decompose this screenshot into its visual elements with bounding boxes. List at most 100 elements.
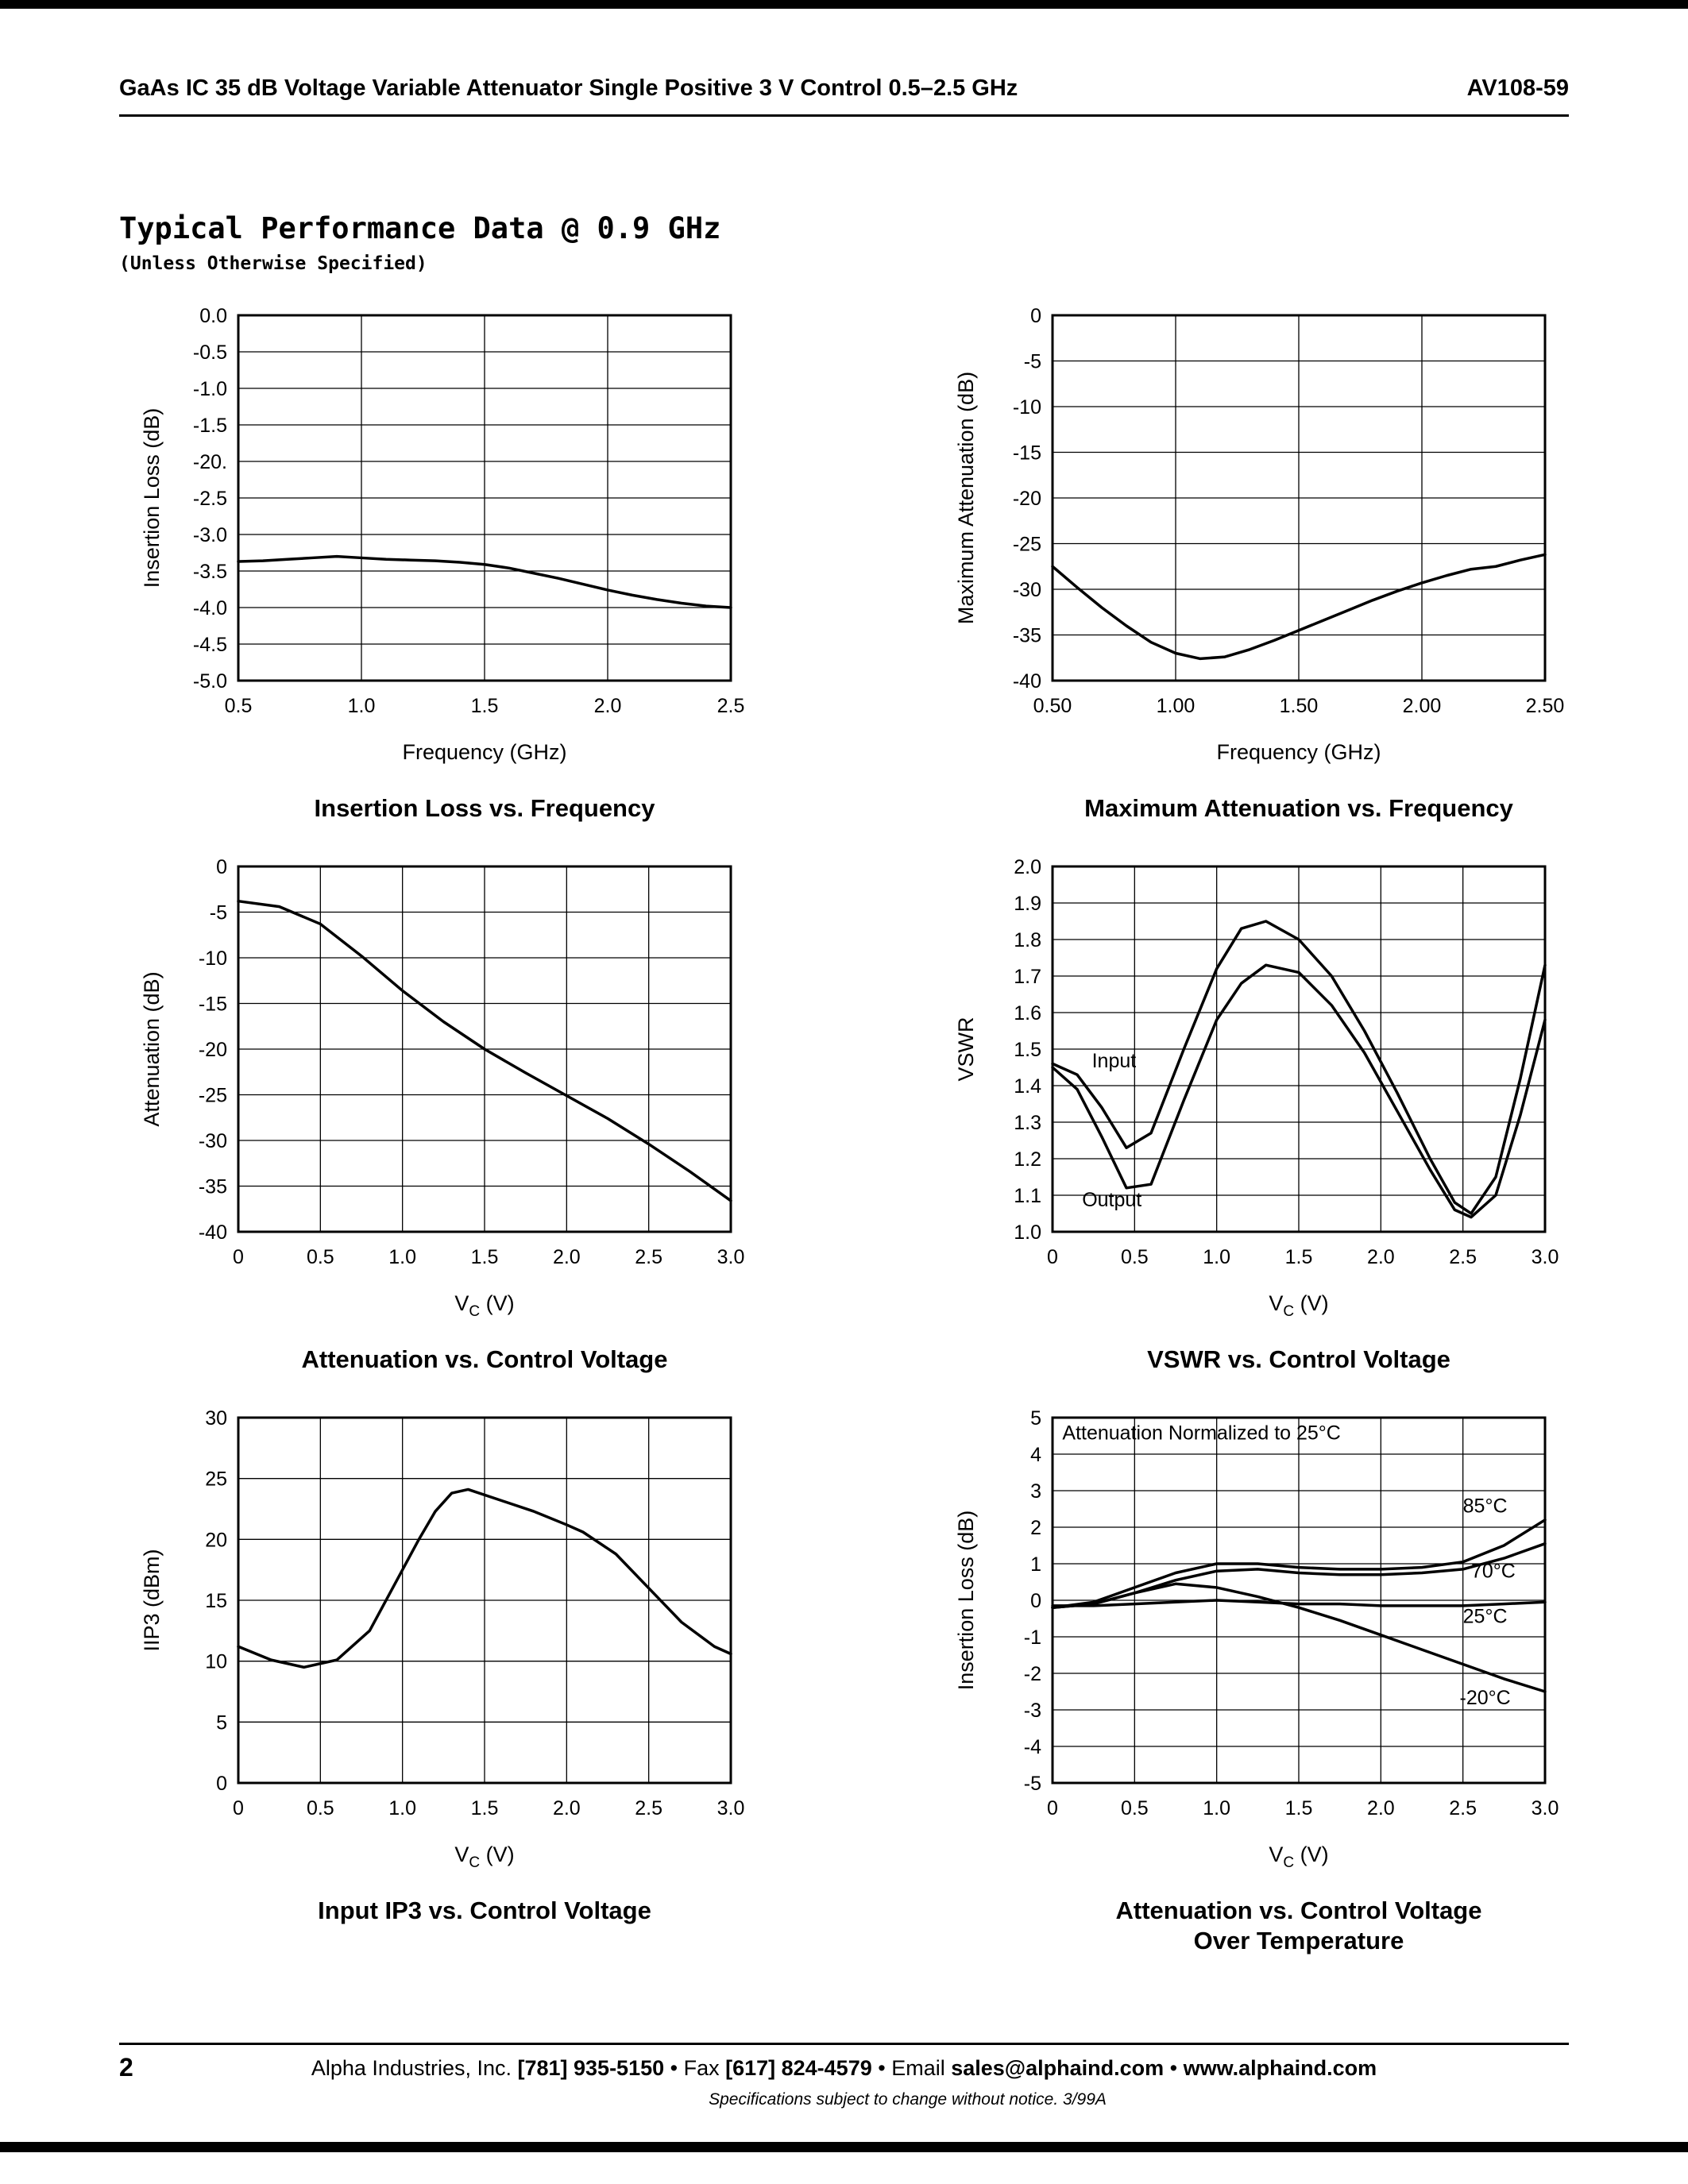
svg-text:VC (V): VC (V): [1269, 1291, 1328, 1320]
attenuation-vs-control-voltage-over-temperature-svg: 0 0.5 1.0 1.5 2.0 2.5 3.0 5 4 3 2 1 0 -1 -2 -3 -4 -5 VC (V…: [954, 1407, 1559, 1871]
svg-text:0: 0: [233, 1246, 244, 1268]
svg-text:Insertion Loss (dB): Insertion Loss (dB): [140, 408, 164, 588]
svg-text:-3.0: -3.0: [193, 524, 227, 546]
svg-text:85°C: 85°C: [1463, 1495, 1508, 1517]
svg-text:1.5: 1.5: [1285, 1246, 1313, 1268]
svg-text:2: 2: [1030, 1517, 1041, 1539]
svg-text:1.5: 1.5: [471, 1246, 499, 1268]
svg-text:-35: -35: [199, 1175, 227, 1198]
svg-text:4: 4: [1030, 1444, 1041, 1466]
svg-text:1.00: 1.00: [1157, 695, 1196, 717]
svg-text:0.5: 0.5: [225, 695, 253, 717]
svg-text:1.5: 1.5: [471, 695, 499, 717]
caption-line-1: Attenuation vs. Control Voltage: [1115, 1896, 1482, 1924]
svg-text:1.0: 1.0: [1014, 1221, 1041, 1244]
svg-text:-3: -3: [1024, 1700, 1041, 1722]
svg-text:1.2: 1.2: [1014, 1148, 1041, 1171]
maximum-attenuation-caption: Maximum Attenuation vs. Frequency: [1084, 794, 1513, 822]
svg-text:-25: -25: [1013, 534, 1041, 556]
svg-text:0.50: 0.50: [1033, 695, 1072, 717]
svg-text:-40: -40: [1013, 670, 1041, 693]
bottom-edge-bar: [0, 2142, 1688, 2152]
svg-text:1.50: 1.50: [1280, 695, 1319, 717]
svg-text:Frequency (GHz): Frequency (GHz): [1216, 740, 1381, 764]
svg-text:-4.5: -4.5: [193, 634, 227, 656]
insertion-loss-caption: Insertion Loss vs. Frequency: [314, 794, 655, 822]
svg-text:0: 0: [1047, 1246, 1058, 1268]
svg-text:Insertion Loss (dB): Insertion Loss (dB): [954, 1510, 978, 1690]
svg-text:0.5: 0.5: [1121, 1246, 1149, 1268]
svg-text:1.6: 1.6: [1014, 1002, 1041, 1024]
svg-text:-20: -20: [1013, 488, 1041, 510]
svg-text:-1.5: -1.5: [193, 415, 227, 437]
svg-text:-10: -10: [199, 947, 227, 970]
svg-text:-5: -5: [210, 901, 227, 924]
svg-text:1: 1: [1030, 1553, 1041, 1576]
svg-text:-4: -4: [1024, 1736, 1041, 1758]
svg-text:-10: -10: [1013, 396, 1041, 419]
svg-text:3.0: 3.0: [1532, 1797, 1559, 1819]
svg-text:VC (V): VC (V): [454, 1291, 514, 1320]
svg-text:2.00: 2.00: [1403, 695, 1442, 717]
svg-text:-0.5: -0.5: [193, 341, 227, 364]
chart-attenuation-over-temperature: 0 0.5 1.0 1.5 2.0 2.5 3.0 5 4 3 2 1 0 -1 -2 -3 -4 -5 VC (V…: [933, 1398, 1569, 1958]
svg-text:15: 15: [205, 1590, 227, 1612]
svg-text:1.5: 1.5: [1014, 1039, 1041, 1061]
svg-text:1.0: 1.0: [388, 1246, 416, 1268]
svg-text:-2.5: -2.5: [193, 488, 227, 510]
svg-text:-5: -5: [1024, 351, 1041, 373]
svg-text:-15: -15: [199, 993, 227, 1015]
svg-text:1.7: 1.7: [1014, 966, 1041, 988]
svg-text:1.9: 1.9: [1014, 893, 1041, 915]
svg-text:1.5: 1.5: [471, 1797, 499, 1819]
svg-text:30: 30: [205, 1407, 227, 1430]
maximum-attenuation-plot-area: 0.50 1.00 1.50 2.00 2.50 0 -5 -10 -15 -20 -25 -30 -3…: [933, 295, 1569, 792]
input-ip3-vs-control-voltage-svg: 0 0.5 1.0 1.5 2.0 2.5 3.0 30 25 20 15 10 5 0 VC (V) IIP…: [140, 1407, 744, 1871]
svg-text:1.0: 1.0: [348, 695, 376, 717]
svg-text:-1: -1: [1024, 1626, 1041, 1649]
svg-text:1.0: 1.0: [1203, 1246, 1230, 1268]
attenuation-vs-control-voltage-svg: 0 0.5 1.0 1.5 2.0 2.5 3.0 0 -5 -10 -15 -20 -25 -30 -35…: [140, 856, 744, 1320]
page-number: 2: [119, 2053, 133, 2082]
header-doc-number: AV108-59: [1466, 75, 1569, 101]
svg-text:-30: -30: [1013, 579, 1041, 601]
svg-text:2.5: 2.5: [635, 1246, 662, 1268]
vswr-plot-area: 0 0.5 1.0 1.5 2.0 2.5 3.0 2.0 1.9 1.8 1.7 1.6 1.5 1.4…: [933, 847, 1569, 1343]
svg-text:25°C: 25°C: [1463, 1605, 1508, 1627]
svg-text:VC (V): VC (V): [454, 1843, 514, 1871]
footer-contact-row: 2 Alpha Industries, Inc. [781] 935-5150 …: [119, 2053, 1569, 2082]
svg-text:-3.5: -3.5: [193, 561, 227, 583]
charts-grid: 0.5 1.0 1.5 2.0 2.5 0.0 -0.5 -1.0 -1.5 -20. -2.5 -3…: [119, 295, 1569, 1957]
page-header: GaAs IC 35 dB Voltage Variable Attenuato…: [119, 75, 1569, 117]
footer-notice: Specifications subject to change without…: [709, 2090, 1107, 2109]
svg-text:2.5: 2.5: [635, 1797, 662, 1819]
svg-text:2.0: 2.0: [1367, 1797, 1395, 1819]
chart-input-ip3-vs-control-voltage: 0 0.5 1.0 1.5 2.0 2.5 3.0 30 25 20 15 10 5 0 VC (V) IIP…: [119, 1398, 755, 1958]
svg-text:2.5: 2.5: [1449, 1246, 1477, 1268]
svg-text:2.0: 2.0: [553, 1246, 581, 1268]
svg-text:1.3: 1.3: [1014, 1112, 1041, 1134]
svg-text:-15: -15: [1013, 442, 1041, 465]
svg-text:Input: Input: [1092, 1050, 1137, 1072]
svg-text:1.0: 1.0: [388, 1797, 416, 1819]
svg-text:-1.0: -1.0: [193, 378, 227, 400]
insertion-loss-plot-area: 0.5 1.0 1.5 2.0 2.5 0.0 -0.5 -1.0 -1.5 -20. -2.5 -3…: [119, 295, 755, 792]
svg-text:VC (V): VC (V): [1269, 1843, 1328, 1871]
svg-text:0: 0: [233, 1797, 244, 1819]
svg-text:5: 5: [1030, 1407, 1041, 1430]
svg-text:70°C: 70°C: [1471, 1560, 1516, 1582]
attenuation-over-temperature-caption: Attenuation vs. Control Voltage Over Tem…: [933, 1896, 1569, 1958]
svg-text:-25: -25: [199, 1084, 227, 1106]
header-title: GaAs IC 35 dB Voltage Variable Attenuato…: [119, 75, 1018, 101]
svg-text:3: 3: [1030, 1480, 1041, 1503]
svg-text:0.5: 0.5: [307, 1797, 334, 1819]
svg-text:Frequency (GHz): Frequency (GHz): [402, 740, 566, 764]
top-edge-bar: [0, 0, 1688, 9]
svg-text:-5.0: -5.0: [193, 670, 227, 693]
svg-text:Attenuation (dB): Attenuation (dB): [140, 971, 164, 1126]
svg-text:2.0: 2.0: [1014, 856, 1041, 878]
svg-text:1.8: 1.8: [1014, 929, 1041, 951]
svg-text:-4.0: -4.0: [193, 597, 227, 619]
svg-text:-20°C: -20°C: [1460, 1687, 1511, 1709]
svg-text:2.5: 2.5: [1449, 1797, 1477, 1819]
